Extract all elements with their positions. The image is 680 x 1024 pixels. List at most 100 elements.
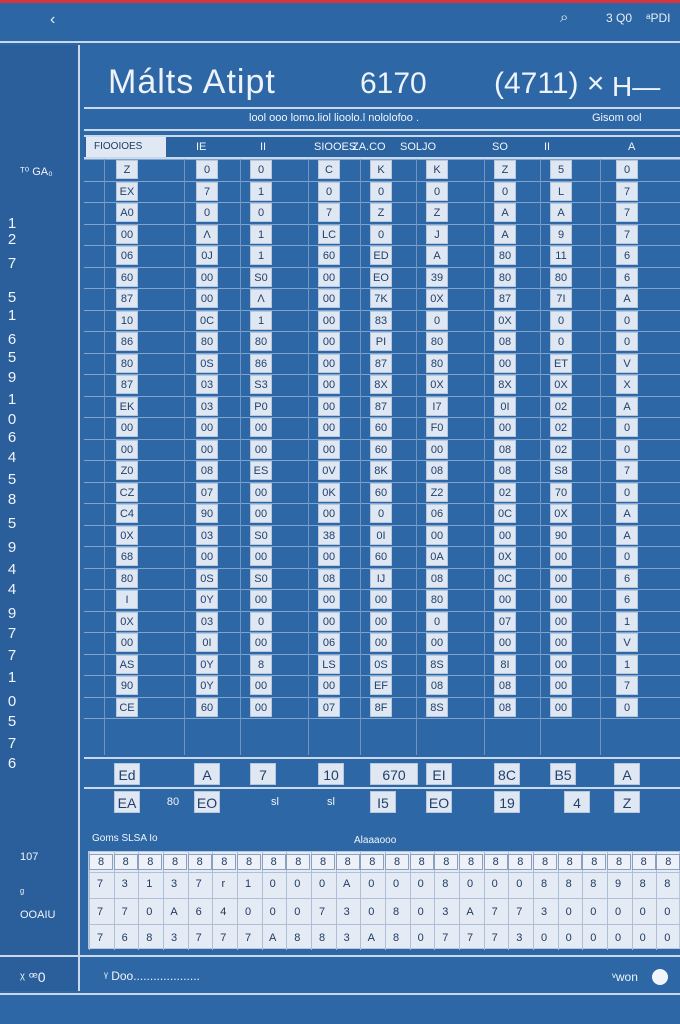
grid-cell[interactable]: 80 bbox=[426, 332, 448, 351]
grid-cell[interactable]: Λ bbox=[196, 225, 218, 244]
grid-cell[interactable]: 02 bbox=[550, 440, 572, 459]
grid-cell[interactable]: 00 bbox=[250, 676, 272, 695]
grid-cell[interactable]: 02 bbox=[550, 418, 572, 437]
bottom-table-cell[interactable]: 7 bbox=[96, 878, 104, 890]
bottom-table-cell[interactable]: 0 bbox=[614, 906, 622, 918]
bottom-table-cell[interactable]: 7 bbox=[195, 932, 202, 944]
bottom-table-cell[interactable]: 0 bbox=[590, 906, 597, 918]
grid-cell[interactable]: 00 bbox=[494, 354, 516, 373]
bottom-table-cell[interactable]: A bbox=[342, 878, 351, 890]
bottom-table-cell[interactable]: 7 bbox=[244, 932, 252, 944]
grid-cell[interactable]: 0Y bbox=[196, 655, 218, 674]
grid-cell[interactable]: 00 bbox=[250, 590, 272, 609]
grid-cell[interactable]: ED bbox=[370, 246, 392, 265]
bottom-table-cell[interactable]: 0 bbox=[466, 878, 474, 890]
grid-cell[interactable]: 8S bbox=[426, 655, 448, 674]
grid-cell[interactable]: 00 bbox=[318, 504, 340, 523]
grid-cell[interactable]: 0 bbox=[616, 698, 638, 717]
grid-cell[interactable]: 00 bbox=[318, 354, 340, 373]
grid-cell[interactable]: 03 bbox=[196, 526, 218, 545]
grid-cell[interactable]: I bbox=[116, 590, 138, 609]
bottom-table-cell[interactable]: 8 bbox=[335, 854, 360, 870]
grid-cell[interactable]: 9 bbox=[550, 225, 572, 244]
grid-cell[interactable]: 00 bbox=[370, 590, 392, 609]
bottom-table-cell[interactable]: 0 bbox=[318, 878, 326, 890]
grid-cell[interactable]: 7 bbox=[616, 182, 638, 201]
bottom-table-cell[interactable]: 0 bbox=[565, 932, 572, 944]
bottom-table-cell[interactable]: 8 bbox=[360, 854, 385, 870]
grid-cell[interactable]: 0 bbox=[616, 332, 638, 351]
grid-cell[interactable]: 5 bbox=[550, 160, 572, 179]
grid-cell[interactable]: 00 bbox=[318, 676, 340, 695]
grid-cell[interactable]: 80 bbox=[550, 268, 572, 287]
grid-cell[interactable]: 1 bbox=[250, 311, 272, 330]
grid-cell[interactable]: 8S bbox=[426, 698, 448, 717]
bottom-table-cell[interactable]: 4 bbox=[220, 906, 227, 918]
bottom-table-cell[interactable]: 8 bbox=[631, 854, 656, 870]
grid-cell[interactable]: 83 bbox=[370, 311, 392, 330]
bottom-table-cell[interactable]: 0 bbox=[244, 906, 252, 918]
grid-cell[interactable]: IJ bbox=[370, 569, 392, 588]
grid-cell[interactable]: Z bbox=[370, 203, 392, 222]
grid-cell[interactable]: 0 bbox=[318, 182, 340, 201]
bottom-table-cell[interactable]: 8 bbox=[483, 854, 508, 870]
grid-cell[interactable]: 0X bbox=[426, 289, 448, 308]
grid-cell[interactable]: CE bbox=[116, 698, 138, 717]
bottom-table-cell[interactable]: 9 bbox=[614, 878, 622, 890]
grid-cell[interactable]: V bbox=[616, 633, 638, 652]
grid-cell[interactable]: 00 bbox=[318, 612, 340, 631]
grid-cell[interactable]: V bbox=[616, 354, 638, 373]
bottom-table-cell[interactable]: 8 bbox=[385, 854, 409, 870]
grid-cell[interactable]: 00 bbox=[494, 633, 516, 652]
column-header-item[interactable]: SO bbox=[492, 141, 508, 153]
grid-cell[interactable]: 1 bbox=[250, 182, 272, 201]
grid-cell[interactable]: 80 bbox=[426, 354, 448, 373]
bottom-table-cell[interactable]: 3 bbox=[442, 906, 449, 918]
info-icon[interactable] bbox=[652, 969, 668, 985]
grid-cell[interactable]: 7 bbox=[616, 676, 638, 695]
bottom-table-cell[interactable]: 8 bbox=[533, 854, 557, 870]
grid-cell[interactable]: 0I bbox=[494, 397, 516, 416]
grid-cell[interactable]: 0S bbox=[196, 354, 218, 373]
grid-cell[interactable]: 0 bbox=[616, 547, 638, 566]
grid-cell[interactable]: 0X bbox=[426, 375, 448, 394]
grid-cell[interactable]: 00 bbox=[250, 483, 272, 502]
bottom-table-cell[interactable]: 3 bbox=[516, 932, 523, 944]
grid-cell[interactable]: 87 bbox=[116, 375, 138, 394]
bottom-table-cell[interactable]: 8 bbox=[392, 906, 400, 918]
column-header-item[interactable]: SIOOES bbox=[314, 141, 357, 153]
grid-cell[interactable]: 00 bbox=[116, 440, 138, 459]
strip1-box[interactable]: 670 bbox=[370, 763, 418, 785]
grid-cell[interactable]: 00 bbox=[370, 612, 392, 631]
grid-cell[interactable]: S8 bbox=[550, 461, 572, 480]
bottom-table-cell[interactable]: 8 bbox=[459, 854, 483, 870]
bottom-table-cell[interactable]: 8 bbox=[590, 878, 597, 890]
bottom-table-cell[interactable]: 0 bbox=[540, 932, 548, 944]
grid-cell[interactable]: 0 bbox=[250, 203, 272, 222]
bottom-table-cell[interactable]: 0 bbox=[417, 878, 424, 890]
grid-cell[interactable]: A0 bbox=[116, 203, 138, 222]
grid-cell[interactable]: Z bbox=[116, 160, 138, 179]
grid-cell[interactable]: 60 bbox=[370, 440, 392, 459]
bottom-table-cell[interactable]: 8 bbox=[89, 854, 113, 870]
strip2-item[interactable]: 4 bbox=[564, 791, 590, 813]
grid-cell[interactable]: 02 bbox=[550, 397, 572, 416]
grid-cell[interactable]: 0 bbox=[250, 612, 272, 631]
grid-cell[interactable]: 0 bbox=[196, 160, 218, 179]
grid-cell[interactable]: 38 bbox=[318, 526, 340, 545]
grid-cell[interactable]: 00 bbox=[250, 440, 272, 459]
footer-right[interactable]: ᵛwon bbox=[612, 970, 638, 984]
strip1-box[interactable]: A bbox=[614, 763, 640, 785]
bottom-table-cell[interactable]: 8 bbox=[582, 854, 607, 870]
bottom-table-cell[interactable]: A bbox=[268, 932, 277, 944]
grid-cell[interactable]: 03 bbox=[196, 397, 218, 416]
grid-cell[interactable]: A bbox=[494, 225, 516, 244]
grid-cell[interactable]: 0V bbox=[318, 461, 340, 480]
grid-cell[interactable]: 00 bbox=[550, 633, 572, 652]
grid-cell[interactable]: 00 bbox=[426, 440, 448, 459]
bottom-table-cell[interactable]: 7 bbox=[442, 932, 449, 944]
grid-cell[interactable]: 00 bbox=[196, 289, 218, 308]
grid-cell[interactable]: 0S bbox=[370, 655, 392, 674]
column-header-item[interactable]: IE bbox=[196, 141, 207, 153]
bottom-table-cell[interactable]: 7 bbox=[121, 906, 128, 918]
